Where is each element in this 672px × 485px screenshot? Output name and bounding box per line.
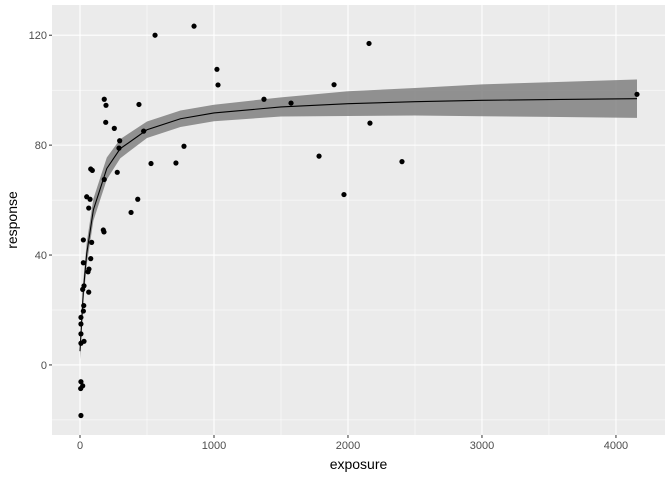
minor-gridlines xyxy=(52,5,665,435)
data-point xyxy=(101,176,107,183)
data-point xyxy=(101,229,107,235)
y-tick-label: 0 xyxy=(41,360,47,372)
data-points xyxy=(78,23,640,419)
data-point xyxy=(141,128,147,134)
data-point xyxy=(366,40,372,47)
data-point xyxy=(80,260,86,266)
data-point xyxy=(89,239,95,245)
fit-line xyxy=(79,98,638,352)
x-tick-label: 3000 xyxy=(470,440,494,452)
data-point xyxy=(634,91,640,97)
data-point xyxy=(78,385,84,392)
data-point xyxy=(341,191,347,198)
data-point xyxy=(288,100,294,106)
data-point xyxy=(78,379,84,385)
confidence-ribbon xyxy=(80,79,637,360)
x-axis: 0 1000 2000 3000 4000 xyxy=(77,435,628,452)
data-point xyxy=(214,66,220,72)
data-point xyxy=(116,145,122,151)
y-axis: 0 40 80 120 xyxy=(29,30,52,372)
data-point xyxy=(114,169,120,175)
data-point xyxy=(215,82,221,88)
plot-panel xyxy=(52,5,665,435)
data-point xyxy=(86,205,92,211)
data-point xyxy=(89,167,95,174)
data-point xyxy=(152,32,158,38)
data-point xyxy=(80,286,86,292)
data-point xyxy=(316,153,322,159)
data-point xyxy=(78,340,84,346)
data-point xyxy=(136,101,142,108)
data-point xyxy=(88,256,94,262)
y-tick-label: 80 xyxy=(35,140,47,152)
data-point xyxy=(173,160,179,166)
data-point xyxy=(191,23,197,29)
x-tick-label: 0 xyxy=(77,440,83,452)
data-point xyxy=(78,314,84,321)
major-gridlines xyxy=(52,5,665,435)
data-point xyxy=(101,96,107,102)
data-point xyxy=(399,159,405,165)
data-point xyxy=(78,321,84,327)
data-point xyxy=(128,209,134,216)
x-tick-label: 2000 xyxy=(336,440,360,452)
data-point xyxy=(103,102,109,108)
data-point xyxy=(148,160,154,167)
data-point xyxy=(85,269,91,275)
data-point xyxy=(111,125,117,131)
data-point xyxy=(331,82,337,88)
x-tick-label: 1000 xyxy=(202,440,226,452)
data-point xyxy=(81,302,87,309)
data-point xyxy=(78,412,84,419)
data-point xyxy=(87,196,93,202)
data-point xyxy=(181,143,187,149)
y-tick-label: 40 xyxy=(35,250,47,262)
y-tick-label: 120 xyxy=(29,30,47,42)
data-point xyxy=(117,138,123,144)
data-point xyxy=(103,119,109,125)
data-point xyxy=(135,196,141,202)
y-axis-label: response xyxy=(4,191,20,249)
data-point xyxy=(78,331,84,337)
x-tick-label: 4000 xyxy=(604,440,628,452)
data-point xyxy=(367,120,373,126)
x-axis-label: exposure xyxy=(330,456,388,472)
data-point xyxy=(80,308,86,314)
data-point xyxy=(261,96,267,102)
data-point xyxy=(86,289,92,295)
data-point xyxy=(80,237,86,243)
